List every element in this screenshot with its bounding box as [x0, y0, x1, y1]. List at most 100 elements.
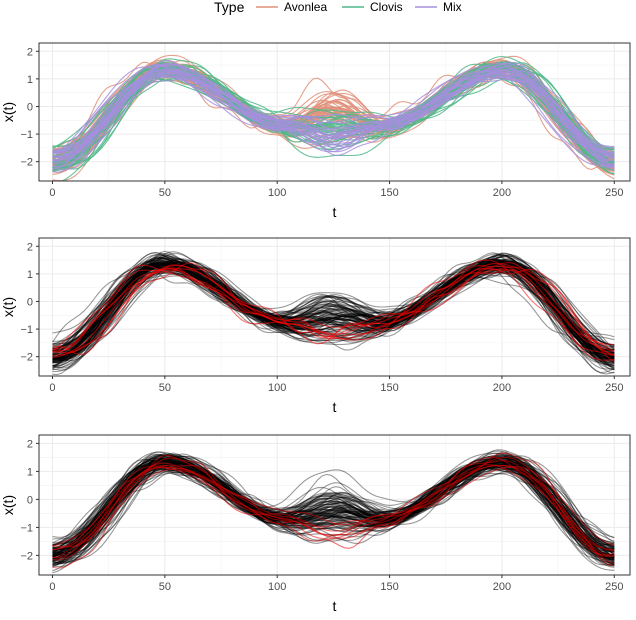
- series-observations-curve: [52, 258, 615, 361]
- series-observations-curve: [52, 254, 615, 366]
- y-tick-label: 2: [27, 46, 33, 58]
- series-observations-curve: [52, 256, 615, 364]
- y-axis-title: x(t): [0, 495, 16, 515]
- x-axis-title: t: [333, 204, 337, 220]
- series-observations-curve: [52, 459, 615, 560]
- series-observations-curve: [52, 258, 615, 363]
- x-tick-label: 100: [268, 187, 286, 199]
- series-mix-curve: [52, 71, 615, 157]
- series-observations-curve: [52, 469, 615, 542]
- series-observations-curve: [52, 253, 615, 367]
- series-observations-curve: [52, 252, 615, 375]
- y-tick-label: 1: [27, 74, 33, 86]
- series-observations-curve: [52, 250, 615, 376]
- series-observations-curve: [52, 456, 615, 563]
- series-observations-curve: [52, 263, 615, 357]
- series-observations-curve: [52, 464, 615, 552]
- series-observations-curve: [52, 266, 615, 352]
- series-observations-curve: [52, 463, 615, 554]
- plot-background: [39, 435, 630, 575]
- series-observations-curve: [52, 460, 615, 554]
- series-observations-curve: [52, 451, 615, 571]
- series-highlighted-curve: [52, 456, 615, 561]
- y-tick-label: −1: [20, 324, 33, 336]
- series-observations-curve: [52, 252, 615, 371]
- series-observations-curve: [52, 455, 615, 566]
- y-tick-label: 2: [27, 241, 33, 253]
- series-observations-curve: [52, 261, 615, 361]
- x-tick-label: 150: [380, 581, 398, 593]
- x-tick-label: 0: [49, 581, 55, 593]
- x-tick-label: 250: [605, 581, 623, 593]
- panel-bottom: 0 50 100 150 200 250 −2 −1 0 1 2 t x(t): [0, 434, 631, 614]
- series-highlighted-curve: [52, 466, 615, 548]
- series-observations-curve: [52, 449, 615, 574]
- y-tick-label: 1: [27, 269, 33, 281]
- y-tick-label: 0: [27, 101, 33, 113]
- series-highlighted-curve: [52, 456, 615, 559]
- series-highlighted-curve: [52, 264, 615, 357]
- x-axis-title: t: [333, 399, 337, 415]
- series-highlighted-curve: [52, 262, 615, 363]
- series-observations-curve: [52, 463, 615, 552]
- legend-label-mix: Mix: [443, 0, 462, 14]
- curves: [52, 54, 615, 181]
- y-tick-label: 0: [27, 494, 33, 506]
- plot-background: [39, 238, 630, 376]
- y-tick-label: −2: [20, 352, 33, 364]
- series-observations-curve: [52, 461, 615, 557]
- series-observations-curve: [52, 264, 615, 357]
- series-observations-curve: [52, 455, 615, 563]
- series-observations-curve: [52, 457, 615, 562]
- panel-border: [38, 42, 631, 182]
- legend: Type Avonlea Clovis Mix: [214, 0, 462, 15]
- series-observations-curve: [52, 262, 615, 358]
- series-observations-curve: [52, 258, 615, 356]
- series-observations-curve: [52, 260, 615, 360]
- series-observations-curve: [52, 267, 615, 353]
- series-observations-curve: [52, 254, 615, 374]
- series-observations-curve: [52, 254, 615, 367]
- x-tick-label: 200: [493, 187, 511, 199]
- series-observations-curve: [52, 261, 615, 361]
- series-clovis-curve: [52, 76, 615, 150]
- x-tick-label: 50: [159, 382, 171, 394]
- series-observations-curve: [52, 454, 615, 566]
- y-tick-label: −2: [20, 550, 33, 562]
- series-observations-curve: [52, 259, 615, 364]
- series-observations-curve: [52, 260, 615, 362]
- y-tick-label: 0: [27, 296, 33, 308]
- series-observations-curve: [52, 254, 615, 371]
- series-observations-curve: [52, 459, 615, 557]
- x-tick-label: 0: [49, 187, 55, 199]
- series-observations-curve: [52, 264, 615, 356]
- series-observations-curve: [52, 470, 615, 544]
- series-highlighted-curve: [52, 464, 615, 556]
- series-mix-curve: [52, 62, 615, 170]
- series-mix-curve: [52, 72, 615, 154]
- curves: [52, 250, 615, 376]
- series-observations-curve: [52, 465, 615, 552]
- series-observations-curve: [52, 454, 615, 566]
- series-observations-curve: [52, 259, 615, 364]
- x-tick-label: 50: [159, 187, 171, 199]
- panel-top: 0 50 100 150 200 250 −2 −1 0 1 2 t x(t): [0, 42, 631, 220]
- series-observations-curve: [52, 459, 615, 558]
- series-observations-curve: [52, 471, 615, 538]
- series-observations-curve: [52, 462, 615, 553]
- y-tick-label: −1: [20, 129, 33, 141]
- legend-title: Type: [214, 0, 245, 15]
- series-mix-curve: [52, 68, 615, 162]
- x-tick-label: 100: [268, 382, 286, 394]
- series-observations-curve: [52, 452, 615, 566]
- series-observations-curve: [52, 263, 615, 359]
- panel-middle: 0 50 100 150 200 250 −2 −1 0 1 2 t x(t): [0, 237, 631, 415]
- series-observations-curve: [52, 252, 615, 368]
- x-tick-label: 50: [159, 581, 171, 593]
- series-observations-curve: [52, 269, 615, 349]
- series-observations-curve: [52, 266, 615, 352]
- series-observations-curve: [52, 453, 615, 566]
- series-mix-curve: [52, 68, 615, 158]
